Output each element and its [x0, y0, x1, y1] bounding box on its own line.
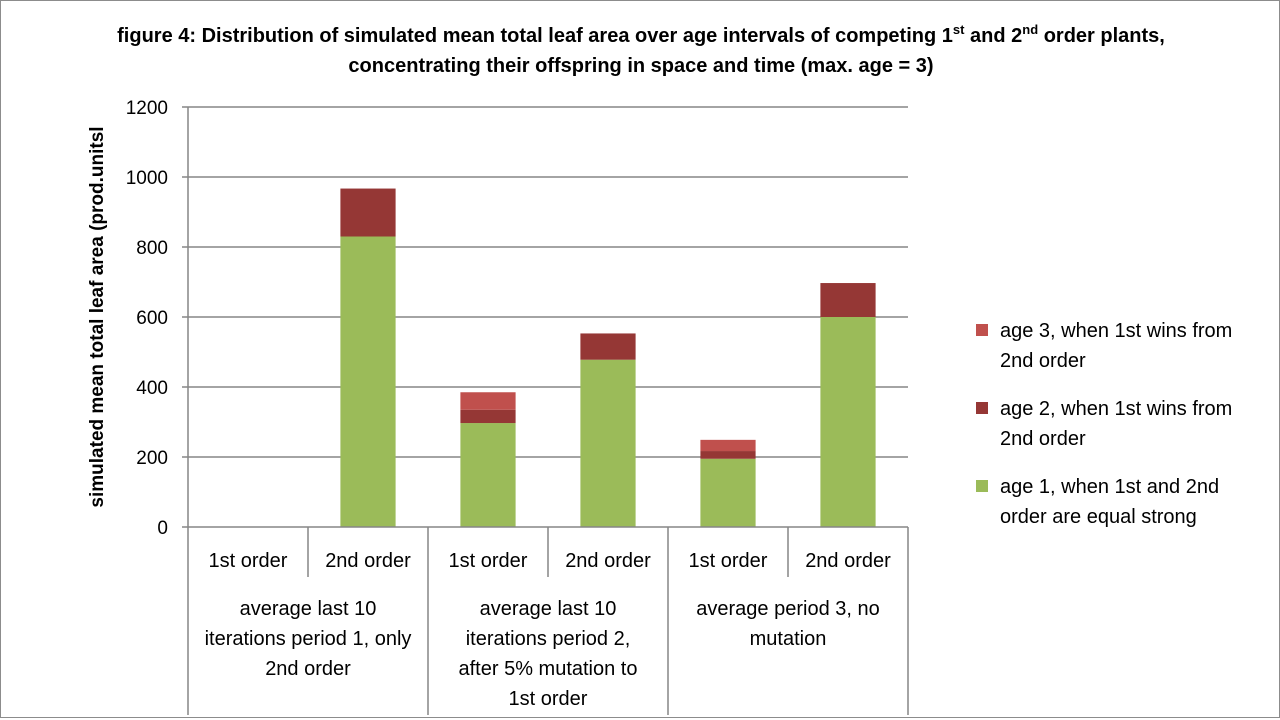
- group-label-line: mutation: [750, 628, 827, 650]
- legend-swatch: [976, 402, 988, 414]
- y-tick-label: 400: [136, 378, 168, 399]
- y-tick-label: 800: [136, 238, 168, 259]
- legend-label-line: age 1, when 1st and 2nd: [1000, 476, 1220, 498]
- legend-label-line: age 2, when 1st wins from: [1000, 398, 1233, 420]
- chart-title-part: order plants, concentrating their offspr…: [348, 25, 1165, 77]
- axes: [182, 106, 909, 715]
- bar-segment-series-3-cat-5: [700, 439, 756, 452]
- bar-segment-series-2-cat-5: [700, 451, 756, 459]
- legend-label-line: 2nd order: [1000, 350, 1086, 372]
- bar-segment-series-1-cat-3: [460, 423, 516, 527]
- group-label-line: after 5% mutation to: [459, 658, 638, 680]
- category-label: 2nd order: [805, 550, 891, 572]
- y-tick-label: 1000: [126, 168, 168, 189]
- y-tick-labels: 0 200 400 600 800 1000 1200: [126, 98, 168, 539]
- chart-title-sup: nd: [1022, 22, 1039, 37]
- legend-label-line: order are equal strong: [1000, 506, 1197, 528]
- bar-segment-series-1-cat-5: [700, 458, 756, 527]
- category-label: 1st order: [209, 550, 288, 572]
- category-label: 1st order: [449, 550, 528, 572]
- bar-segment-series-2-cat-6: [820, 283, 876, 317]
- bar-segment-series-1-cat-2: [340, 236, 396, 527]
- group-label-line: average last 10: [240, 598, 377, 620]
- group-label-line: average last 10: [480, 598, 617, 620]
- group-label-line: 1st order: [509, 688, 588, 710]
- bar-segment-series-2-cat-4: [580, 333, 636, 360]
- group-label-line: average period 3, no: [696, 598, 879, 620]
- category-labels: 1st order 2nd order 1st order 2nd order 1st …: [209, 550, 892, 572]
- legend-label: age 2, when 1st wins from 2nd order: [1000, 394, 1280, 454]
- y-tick-label: 600: [136, 308, 168, 329]
- gridlines: [188, 106, 908, 458]
- chart-title: figure 4: Distribution of simulated mean…: [101, 21, 1181, 81]
- y-tick-label: 0: [157, 518, 168, 539]
- legend-label-line: 2nd order: [1000, 428, 1086, 450]
- y-axis-label: simulated mean total leaf area (prod.uni…: [87, 126, 108, 507]
- legend-label: age 3, when 1st wins from 2nd order: [1000, 316, 1280, 376]
- chart-title-sup: st: [952, 22, 965, 37]
- group-label-line: 2nd order: [265, 658, 351, 680]
- bar-segment-series-1-cat-4: [580, 359, 636, 527]
- bar-segment-series-2-cat-2: [340, 188, 396, 237]
- y-tick-label: 200: [136, 448, 168, 469]
- bar-segment-series-3-cat-3: [460, 392, 516, 410]
- legend-swatch: [976, 324, 988, 336]
- group-labels: average last 10 iterations period 1, only…: [205, 598, 880, 710]
- bars: [340, 188, 876, 527]
- bar-segment-series-1-cat-6: [820, 317, 876, 527]
- chart-title-part: and 2: [964, 25, 1023, 47]
- category-label: 1st order: [689, 550, 768, 572]
- category-label: 2nd order: [325, 550, 411, 572]
- bar-segment-series-2-cat-3: [460, 409, 516, 424]
- legend-swatch: [976, 480, 988, 492]
- category-label: 2nd order: [565, 550, 651, 572]
- group-label-line: iterations period 1, only: [205, 628, 412, 650]
- legend-label-line: age 3, when 1st wins from: [1000, 320, 1233, 342]
- legend-label: age 1, when 1st and 2nd order are equal s…: [1000, 472, 1280, 532]
- group-label-line: iterations period 2,: [466, 628, 631, 650]
- y-tick-label: 1200: [126, 98, 168, 119]
- chart-title-part: figure 4: Distribution of simulated mean…: [117, 25, 953, 47]
